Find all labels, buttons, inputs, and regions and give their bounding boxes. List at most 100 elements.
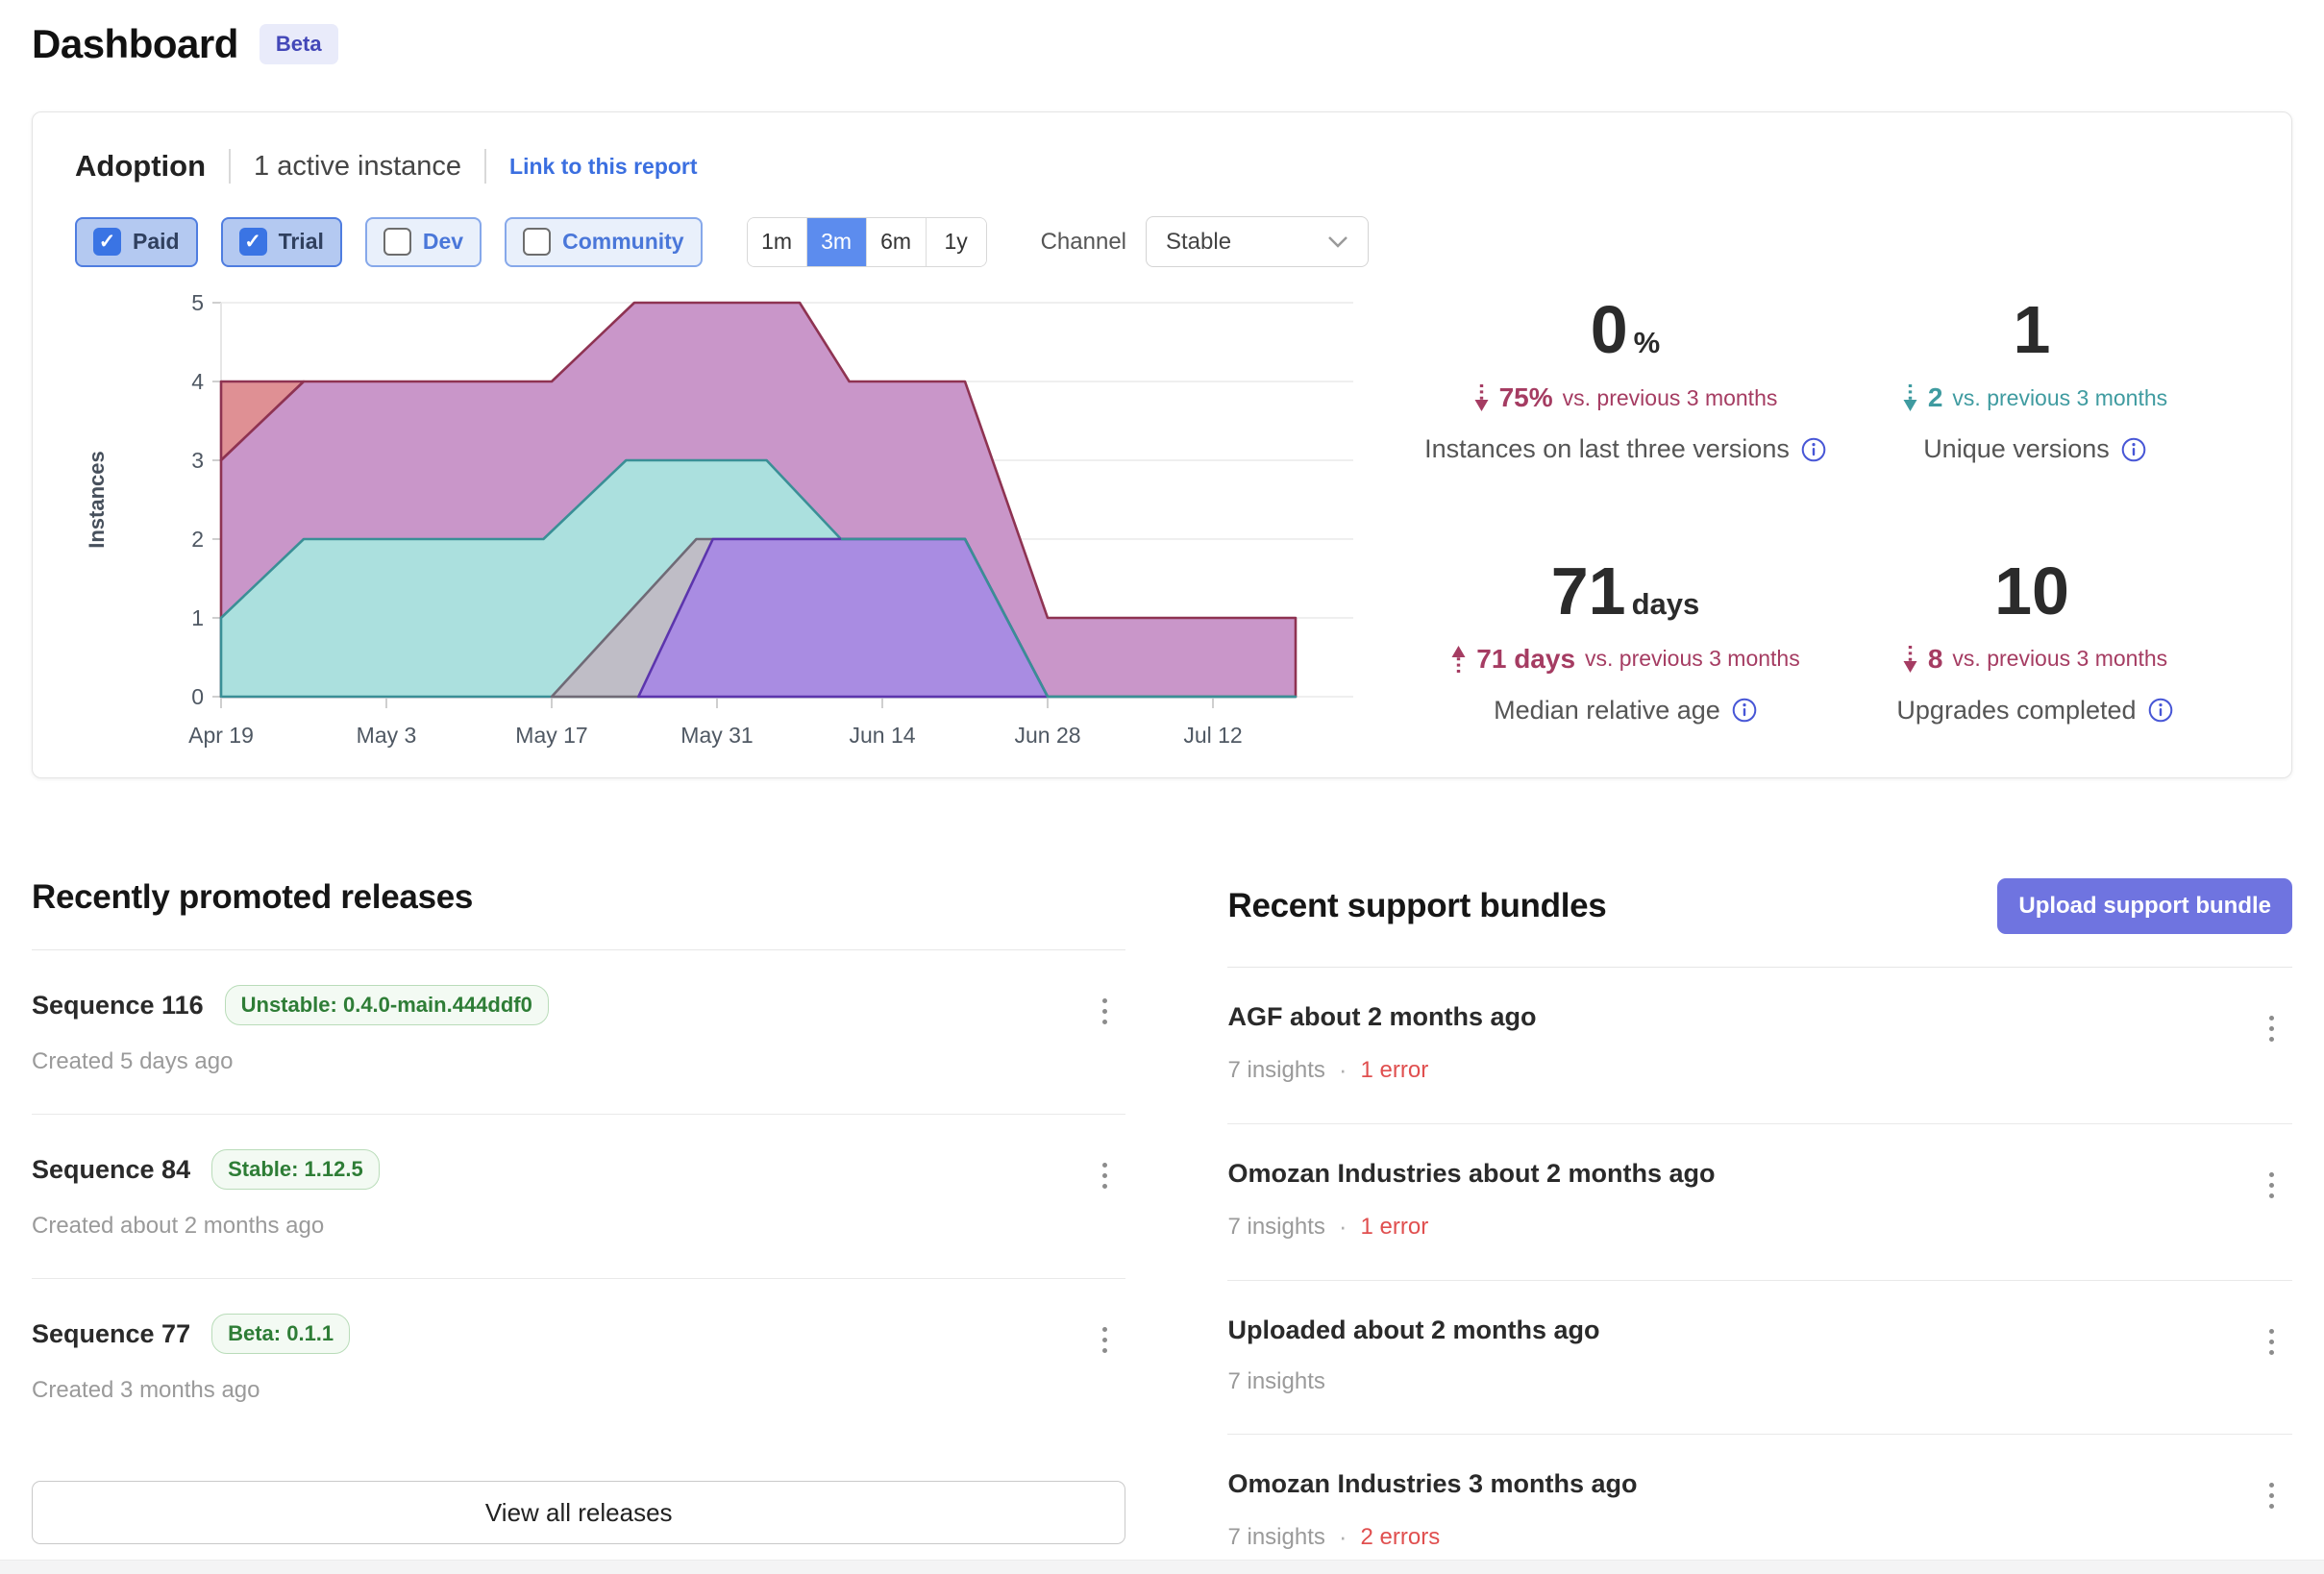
info-icon[interactable] [1732, 698, 1757, 723]
bundle-errors: 2 errors [1360, 1523, 1441, 1550]
stat-median-relative-age: 71 days 71 days vs. previous 3 months Medi… [1421, 557, 1830, 775]
kebab-menu-icon[interactable] [2252, 1316, 2290, 1395]
release-row: Sequence 84 Stable: 1.12.5 Created about… [32, 1115, 1126, 1279]
adoption-stats: 0% 75% vs. previous 3 months Instances on… [1392, 288, 2249, 774]
bundle-meta: 7 insights · 1 error [1227, 1055, 1429, 1084]
bundle-insights: 7 insights [1227, 1213, 1325, 1240]
instances-area-chart: 0 1 2 3 4 5 Apr 19 May 3 May 17 May 31 Jun 14 Jun 2… [75, 288, 1392, 774]
bundle-errors: 1 error [1360, 1213, 1429, 1240]
info-icon[interactable] [1801, 437, 1826, 462]
release-list: Sequence 116 Unstable: 0.4.0-main.444ddf… [32, 950, 1126, 1442]
svg-text:Jun 28: Jun 28 [1014, 723, 1080, 748]
svg-text:2: 2 [191, 527, 204, 552]
filter-row: ✓ Paid ✓ Trial Dev Community 1m 3m 6m 1y Ch… [75, 216, 2249, 267]
upload-support-bundle-button[interactable]: Upload support bundle [1997, 878, 2292, 934]
stat-value: 71 days [1550, 553, 1700, 628]
kebab-menu-icon[interactable] [1085, 1149, 1124, 1240]
stat-value: 1 [2013, 292, 2051, 367]
release-row: Sequence 116 Unstable: 0.4.0-main.444ddf… [32, 950, 1126, 1115]
svg-text:May 17: May 17 [515, 723, 587, 748]
svg-text:Jul 12: Jul 12 [1183, 723, 1242, 748]
trend-up-icon [1451, 645, 1466, 673]
bundle-title: Omozan Industries 3 months ago [1227, 1469, 1638, 1498]
adoption-card-header: Adoption 1 active instance Link to this … [75, 149, 2249, 184]
kebab-menu-icon[interactable] [2252, 1469, 2290, 1552]
bundle-meta: 7 insights · 2 errors [1227, 1522, 1441, 1551]
kebab-menu-icon[interactable] [1085, 985, 1124, 1075]
release-created: Created about 2 months ago [32, 1213, 325, 1239]
release-title: Sequence 77 [32, 1318, 191, 1348]
active-instance-count: 1 active instance [254, 150, 462, 182]
kebab-menu-icon[interactable] [1085, 1314, 1124, 1404]
stat-value: 0% [1590, 292, 1661, 367]
stat-label: Upgrades completed [1830, 696, 2239, 726]
bundle-meta: 7 insights [1227, 1368, 1599, 1395]
support-bundles-section: Recent support bundles Upload support bu… [1227, 878, 2292, 1574]
stat-delta: 75% vs. previous 3 months [1421, 382, 1830, 413]
svg-text:4: 4 [191, 369, 204, 394]
checkbox-icon: ✓ [93, 228, 121, 256]
bundle-insights: 7 insights [1227, 1056, 1325, 1083]
header-divider [484, 149, 487, 184]
stat-instances-on-last-three-versions: 0% 75% vs. previous 3 months Instances on… [1421, 296, 1830, 513]
bundle-meta: 7 insights · 1 error [1227, 1212, 1429, 1241]
range-button-3m[interactable]: 3m [806, 217, 867, 266]
filter-pill-paid[interactable]: ✓ Paid [75, 216, 198, 267]
divider [1227, 967, 2292, 968]
svg-text:3: 3 [191, 448, 204, 473]
svg-text:Apr 19: Apr 19 [188, 723, 254, 748]
time-range-control: 1m 3m 6m 1y [746, 216, 987, 267]
link-to-report[interactable]: Link to this report [509, 153, 698, 179]
channel-select-value: Stable [1166, 228, 1232, 255]
kebab-menu-icon[interactable] [2252, 1159, 2290, 1242]
svg-text:1: 1 [191, 605, 204, 630]
filter-pill-dev[interactable]: Dev [364, 216, 482, 267]
stat-delta: 8 vs. previous 3 months [1830, 644, 2239, 675]
release-created: Created 3 months ago [32, 1377, 260, 1403]
bundle-insights: 7 insights [1227, 1523, 1325, 1550]
license-type-filters: ✓ Paid ✓ Trial Dev Community [75, 216, 703, 267]
bundle-row: Uploaded about 2 months ago 7 insights [1227, 1281, 2292, 1435]
stat-value: 10 [1994, 553, 2069, 628]
filter-pill-trial[interactable]: ✓ Trial [220, 216, 342, 267]
range-button-6m[interactable]: 6m [866, 217, 927, 266]
bundle-row: AGF about 2 months ago 7 insights · 1 err… [1227, 968, 2292, 1124]
adoption-title: Adoption [75, 149, 207, 183]
checkbox-icon: ✓ [238, 228, 267, 256]
bundle-insights: 7 insights [1227, 1368, 1325, 1394]
release-created: Created 5 days ago [32, 1048, 234, 1074]
page-title: Dashboard [32, 21, 238, 66]
release-title: Sequence 84 [32, 1154, 191, 1184]
bundle-row: Omozan Industries 3 months ago 7 insight… [1227, 1435, 2292, 1574]
release-version-tag: Unstable: 0.4.0-main.444ddf0 [224, 985, 549, 1025]
svg-text:Jun 14: Jun 14 [849, 723, 915, 748]
adoption-card: Adoption 1 active instance Link to this … [32, 111, 2292, 778]
trend-down-icon [1474, 384, 1489, 411]
bundle-errors: 1 error [1360, 1056, 1429, 1083]
lower-sections: Recently promoted releases Sequence 116 … [32, 878, 2292, 1574]
svg-text:May 31: May 31 [680, 723, 753, 748]
range-button-1m[interactable]: 1m [747, 217, 807, 266]
divider [32, 949, 1126, 950]
bundle-title: Uploaded about 2 months ago [1227, 1316, 1600, 1344]
info-icon[interactable] [2148, 698, 2173, 723]
svg-text:5: 5 [191, 290, 204, 315]
bundles-heading: Recent support bundles [1227, 887, 1607, 924]
releases-heading: Recently promoted releases [32, 878, 474, 916]
release-title: Sequence 116 [32, 990, 204, 1020]
svg-text:0: 0 [191, 684, 204, 709]
channel-select[interactable]: Stable [1146, 216, 1369, 267]
checkbox-icon [523, 228, 552, 256]
release-version-tag: Beta: 0.1.1 [211, 1314, 351, 1354]
range-button-1y[interactable]: 1y [926, 217, 986, 266]
bundle-title: AGF about 2 months ago [1227, 1002, 1537, 1031]
kebab-menu-icon[interactable] [2252, 1002, 2290, 1085]
stat-label: Median relative age [1421, 696, 1830, 726]
view-all-releases-button[interactable]: View all releases [32, 1481, 1126, 1544]
stat-label: Instances on last three versions [1421, 434, 1830, 464]
trend-down-icon [1903, 384, 1917, 411]
filter-pill-community[interactable]: Community [505, 216, 703, 267]
release-row: Sequence 77 Beta: 0.1.1 Created 3 months… [32, 1279, 1125, 1442]
bundle-row: Omozan Industries about 2 months ago 7 i… [1227, 1124, 2292, 1281]
info-icon[interactable] [2121, 437, 2146, 462]
